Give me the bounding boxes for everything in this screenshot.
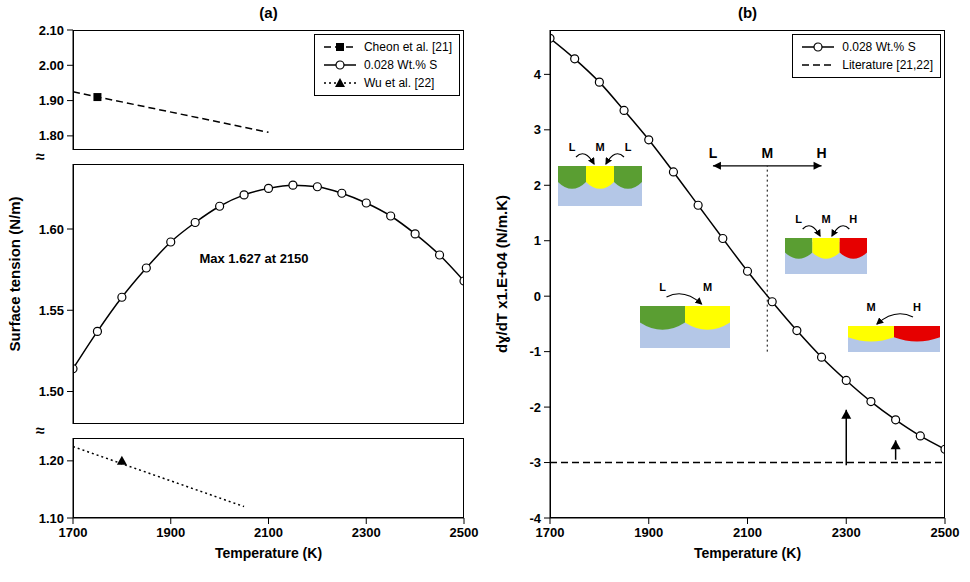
svg-text:-1: -1 bbox=[529, 344, 541, 359]
svg-text:-2: -2 bbox=[529, 400, 541, 415]
svg-text:2300: 2300 bbox=[352, 525, 381, 540]
html-text:Literature [21,22]: Literature [21,22] bbox=[842, 58, 933, 72]
svg-text:H: H bbox=[913, 301, 921, 313]
svg-text:0: 0 bbox=[534, 289, 541, 304]
svg-text:H: H bbox=[849, 213, 857, 225]
svg-text:2300: 2300 bbox=[832, 525, 861, 540]
svg-text:1.60: 1.60 bbox=[39, 222, 64, 237]
svg-text:4: 4 bbox=[534, 67, 542, 82]
svg-text:Temperature (K): Temperature (K) bbox=[215, 545, 322, 561]
svg-text:Temperature (K): Temperature (K) bbox=[694, 545, 801, 561]
svg-text:M: M bbox=[595, 141, 604, 153]
svg-text:1.20: 1.20 bbox=[39, 453, 64, 468]
svg-text:1.80: 1.80 bbox=[39, 128, 64, 143]
html-text:dɣ/dT x1.E+04 (N/m.K): dɣ/dT x1.E+04 (N/m.K) bbox=[492, 195, 510, 353]
html-text:Cheon et al. [21]: Cheon et al. [21] bbox=[363, 40, 452, 54]
svg-text:2500: 2500 bbox=[931, 525, 960, 540]
svg-text:2100: 2100 bbox=[733, 525, 762, 540]
svg-text:H: H bbox=[817, 145, 827, 161]
svg-text:-4: -4 bbox=[529, 511, 541, 526]
html-text:0.028 Wt.% S: 0.028 Wt.% S bbox=[363, 58, 438, 72]
svg-text:L: L bbox=[659, 281, 666, 293]
svg-text:1: 1 bbox=[534, 233, 541, 248]
svg-text:2500: 2500 bbox=[450, 525, 479, 540]
svg-text:2100: 2100 bbox=[254, 525, 283, 540]
html-text:(b): (b) bbox=[737, 4, 758, 21]
html-text:Wu et al. [22]: Wu et al. [22] bbox=[363, 76, 435, 90]
svg-text:-3: -3 bbox=[529, 455, 541, 470]
svg-text:2.00: 2.00 bbox=[39, 58, 64, 73]
svg-text:L: L bbox=[709, 145, 718, 161]
svg-text:1900: 1900 bbox=[634, 525, 663, 540]
html-text:(a): (a) bbox=[259, 4, 278, 21]
svg-text:3: 3 bbox=[534, 122, 541, 137]
svg-text:M: M bbox=[821, 213, 830, 225]
svg-text:1700: 1700 bbox=[59, 525, 88, 540]
svg-text:L: L bbox=[569, 141, 576, 153]
svg-text:L: L bbox=[795, 213, 802, 225]
svg-text:2: 2 bbox=[534, 178, 541, 193]
html-text:Max 1.627 at 2150: Max 1.627 at 2150 bbox=[199, 250, 309, 266]
svg-text:1.10: 1.10 bbox=[39, 511, 64, 526]
svg-text:2.10: 2.10 bbox=[39, 23, 64, 38]
html-text:0.028 Wt.% S: 0.028 Wt.% S bbox=[842, 40, 916, 54]
svg-text:M: M bbox=[761, 145, 773, 161]
svg-text:1.50: 1.50 bbox=[39, 384, 64, 399]
svg-text:1700: 1700 bbox=[536, 525, 565, 540]
svg-text:1900: 1900 bbox=[156, 525, 185, 540]
svg-text:1.55: 1.55 bbox=[39, 303, 64, 318]
svg-text:M: M bbox=[866, 301, 875, 313]
html-text:Surface tension (N/m): Surface tension (N/m) bbox=[5, 196, 23, 352]
svg-text:1.90: 1.90 bbox=[39, 93, 64, 108]
svg-text:M: M bbox=[703, 281, 712, 293]
svg-text:L: L bbox=[625, 141, 632, 153]
